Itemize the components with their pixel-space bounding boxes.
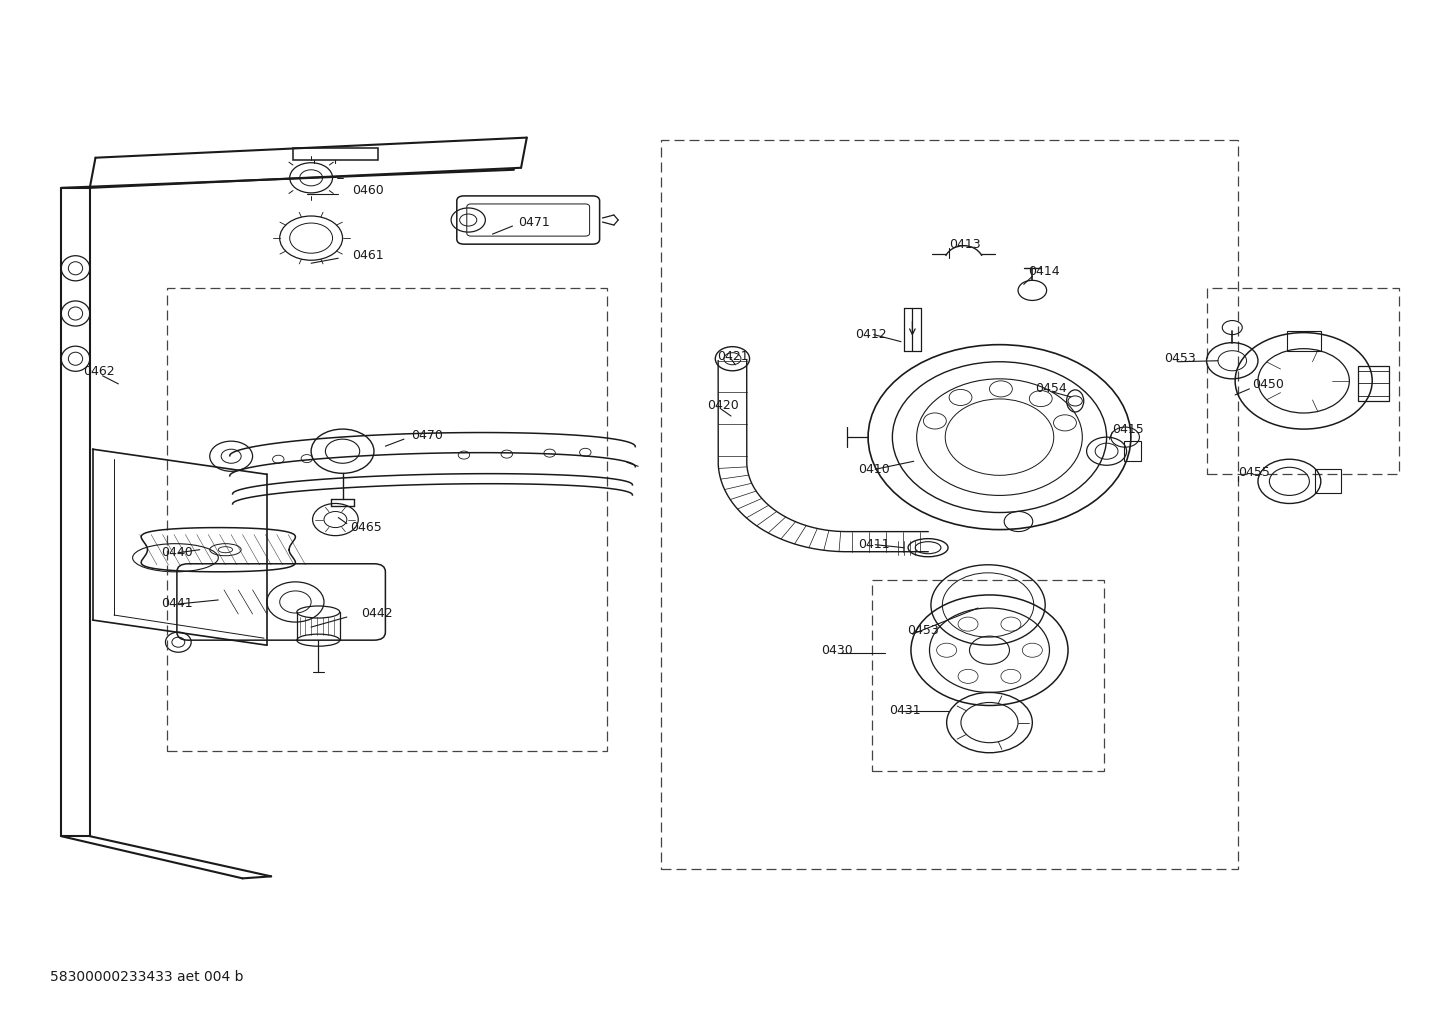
Text: 0410: 0410	[858, 463, 890, 476]
Text: 58300000233433 aet 004 b: 58300000233433 aet 004 b	[50, 970, 244, 984]
Bar	[1123, 441, 1141, 462]
Text: 0465: 0465	[350, 521, 382, 534]
Text: 0420: 0420	[707, 399, 738, 413]
Text: 0414: 0414	[1028, 265, 1060, 278]
Text: 0460: 0460	[352, 184, 385, 198]
Text: 0450: 0450	[1252, 378, 1285, 391]
Bar	[293, 148, 378, 160]
Text: 0442: 0442	[360, 606, 392, 620]
Text: 0470: 0470	[411, 429, 443, 441]
Text: 0412: 0412	[855, 328, 887, 341]
Text: 0415: 0415	[1112, 423, 1144, 435]
Text: 0455: 0455	[1239, 466, 1270, 479]
Bar	[1358, 366, 1389, 400]
Text: 0453: 0453	[1164, 353, 1195, 365]
Text: 0431: 0431	[890, 704, 921, 717]
Bar	[1286, 330, 1321, 351]
Text: 0440: 0440	[162, 546, 193, 559]
Bar	[1315, 470, 1341, 493]
Text: 0430: 0430	[820, 644, 852, 656]
Text: 0454: 0454	[1035, 382, 1067, 395]
Text: 0421: 0421	[717, 351, 748, 363]
Text: 0413: 0413	[949, 237, 981, 251]
Text: 0462: 0462	[82, 365, 114, 378]
Text: 0461: 0461	[352, 249, 384, 262]
Text: 0411: 0411	[858, 538, 890, 551]
Text: 0453: 0453	[907, 624, 939, 637]
Text: 0441: 0441	[162, 597, 193, 610]
Text: 0471: 0471	[518, 216, 549, 228]
